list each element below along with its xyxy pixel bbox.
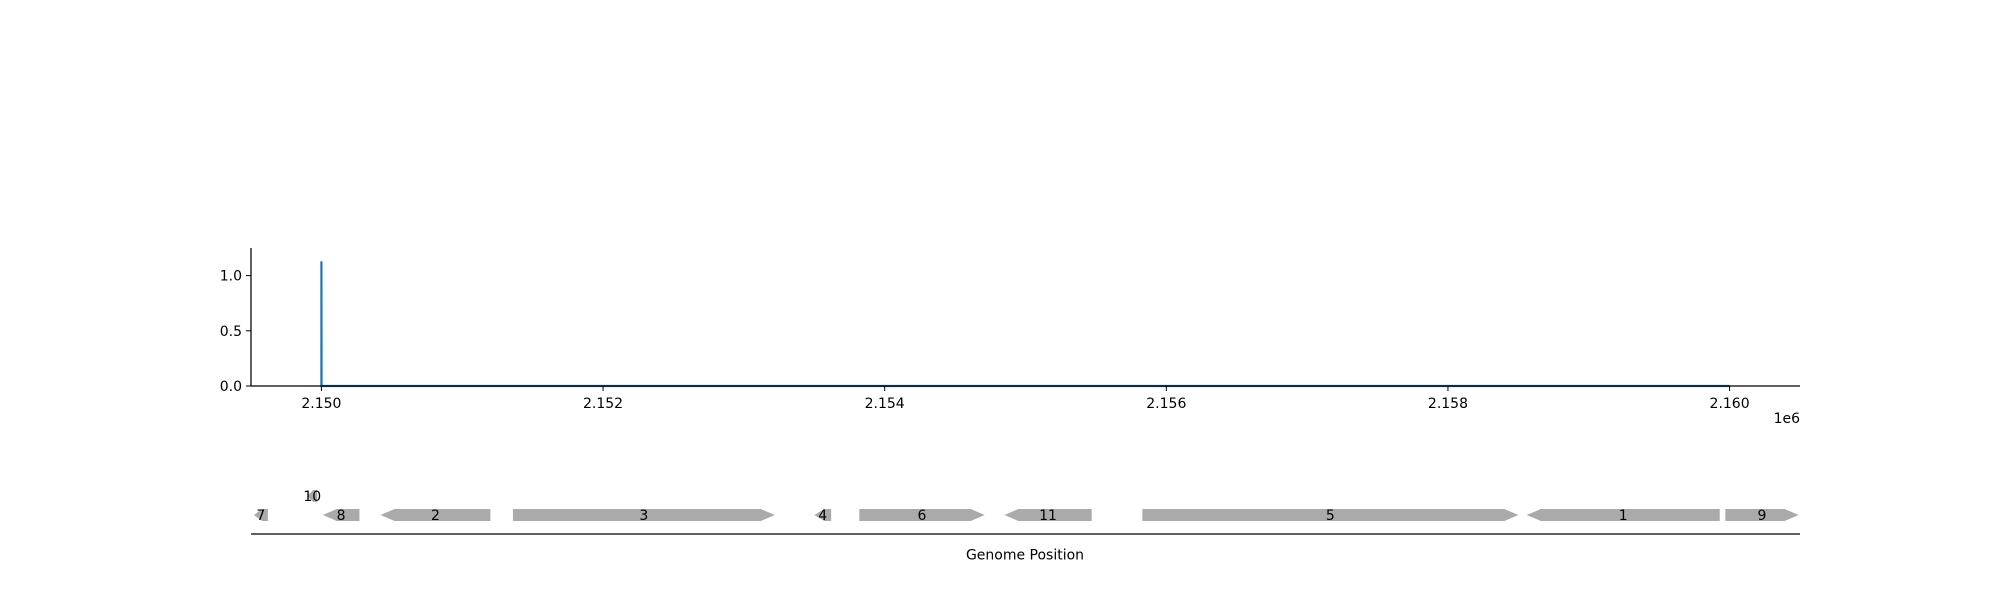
gene-feature: 10	[303, 489, 321, 505]
gene-arrow	[253, 509, 268, 521]
x-axis-ticks: 2.150 2.152 2.154 2.156 2.158 2.160	[301, 386, 1750, 412]
gene-label: 5	[1326, 508, 1335, 524]
gene-label: 1	[1619, 508, 1628, 524]
gene-label: 7	[256, 508, 265, 524]
gene-arrow	[1526, 509, 1720, 521]
gene-label: 10	[303, 489, 321, 505]
gene-arrow	[1142, 509, 1519, 521]
y-axis-ticks: 0.0 0.5 1.0	[220, 269, 251, 395]
x-tick-label: 2.152	[583, 396, 623, 412]
gene-feature: 11	[1004, 508, 1092, 524]
gene-feature: 6	[859, 508, 985, 524]
gene-feature: 3	[512, 508, 775, 524]
gene-feature: 5	[1142, 508, 1519, 524]
gene-label: 4	[818, 508, 827, 524]
gene-arrow	[322, 509, 360, 521]
gene-label: 8	[337, 508, 346, 524]
x-tick-label: 2.160	[1710, 396, 1750, 412]
gene-feature: 4	[814, 508, 832, 524]
gene-label: 3	[639, 508, 648, 524]
coverage-series	[320, 261, 1730, 388]
x-tick-label: 2.150	[301, 396, 341, 412]
series-line-0	[320, 261, 1730, 388]
x-tick-label: 2.154	[865, 396, 905, 412]
gene-arrow	[1725, 509, 1799, 521]
gene-label: 11	[1039, 508, 1057, 524]
gene-track: 7 10 8 2 3 4 6 11 5 1 9 Genome Position	[251, 489, 1800, 564]
gene-features: 7 10 8 2 3 4 6 11 5 1 9	[253, 489, 1799, 524]
x-tick-label: 2.158	[1428, 396, 1468, 412]
gene-arrow	[814, 509, 832, 521]
y-tick-label: 1.0	[220, 269, 242, 285]
gene-arrow	[307, 490, 318, 502]
y-tick-label: 0.5	[220, 324, 242, 340]
gene-arrow	[859, 509, 985, 521]
gene-feature: 2	[380, 508, 491, 524]
coverage-plot: 2.150 2.152 2.154 2.156 2.158 2.160 0.0 0.5 1.0…	[220, 248, 1800, 427]
gene-label: 2	[431, 508, 440, 524]
gene-arrow	[380, 509, 491, 521]
gene-label: 9	[1758, 508, 1767, 524]
x-axis-offset-label: 1e6	[1774, 411, 1801, 427]
gene-feature: 1	[1526, 508, 1720, 524]
gene-track-xlabel: Genome Position	[966, 548, 1084, 564]
gene-feature: 8	[322, 508, 360, 524]
gene-arrow	[512, 509, 775, 521]
gene-label: 6	[918, 508, 927, 524]
x-tick-label: 2.156	[1146, 396, 1186, 412]
y-tick-label: 0.0	[220, 379, 242, 395]
gene-feature: 7	[253, 508, 268, 524]
gene-feature: 9	[1725, 508, 1799, 524]
gene-arrow	[1004, 509, 1092, 521]
